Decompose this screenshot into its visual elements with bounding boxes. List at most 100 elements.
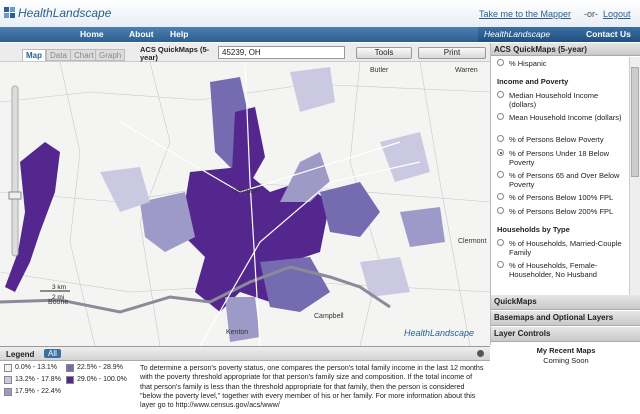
radio-button[interactable] [497, 207, 504, 214]
legend-ranges: 0.0% - 13.1% 13.2% - 17.8% 17.9% - 22.4% 22… [0, 362, 130, 414]
option-label: % of Persons Under 18 Below Poverty [509, 149, 610, 167]
option-label: % of Persons 65 and Over Below Poverty [509, 171, 620, 189]
nav-item[interactable]: About [129, 29, 154, 39]
search-input[interactable]: 45239, OH [218, 46, 345, 59]
view-tab[interactable]: Map [22, 49, 46, 61]
panel-title: ACS QuickMaps (5-year) [494, 45, 587, 54]
region [5, 142, 60, 292]
radio-button[interactable] [497, 261, 504, 268]
view-tab[interactable]: Data [46, 49, 71, 61]
radio-option[interactable]: % of Persons 65 and Over Below Poverty [497, 171, 625, 189]
region [100, 167, 150, 212]
nav-brand-bg [478, 27, 640, 42]
desc-header [130, 347, 490, 361]
mapper-link[interactable]: Take me to the Mapper [479, 9, 572, 19]
legend-range-label: 29.0% - 100.0% [77, 376, 127, 383]
logout-link[interactable]: Logout [603, 9, 631, 19]
legend-swatch [4, 376, 12, 384]
logo[interactable]: HealthLandscape [18, 6, 112, 20]
place-label: Clermont [458, 238, 486, 245]
section-heading: Households by Type [497, 225, 570, 234]
radio-option[interactable]: % of Persons Below 200% FPL [497, 207, 625, 216]
toolbar-button[interactable]: Tools [356, 47, 412, 59]
radio-option[interactable]: % of Persons Under 18 Below Poverty [497, 149, 625, 167]
place-label: Boone [48, 299, 68, 306]
nav-item[interactable]: Help [170, 29, 189, 39]
river [0, 265, 391, 314]
legend-range-label: 0.0% - 13.1% [15, 364, 58, 371]
option-label: % Hispanic [509, 59, 547, 68]
accordion-title: QuickMaps [494, 297, 537, 306]
accordion-header[interactable]: Basemaps and Optional Layers [491, 311, 640, 326]
region [320, 182, 380, 237]
toolbar: ACS QuickMaps (5-year) 45239, OH Map Data… [0, 43, 490, 62]
nav-contact[interactable]: Contact Us [586, 29, 631, 39]
toolbar-title: ACS QuickMaps (5-year) [140, 45, 210, 62]
roads [119, 62, 421, 346]
region [140, 192, 195, 252]
map[interactable]: Butler Warren Hamilton Clermont Boone Kenton C… [0, 62, 490, 346]
scroll-thumb[interactable] [631, 67, 639, 177]
side-panel: ACS QuickMaps (5-year) % Hispanic Income … [490, 43, 640, 365]
toolbar-button[interactable]: Print [418, 47, 486, 59]
nav-bar: HealthLandscape Contact Us Home About Help [0, 27, 640, 42]
legend-swatch [66, 364, 74, 372]
legend-swatch [4, 364, 12, 372]
region [360, 257, 410, 297]
region [225, 297, 260, 342]
radio-option[interactable]: % of Persons Below 100% FPL [497, 193, 625, 202]
radio-button[interactable] [497, 239, 504, 246]
place-label: Warren [455, 67, 478, 74]
legend-swatch [4, 388, 12, 396]
zoom-slider[interactable] [8, 85, 22, 257]
accordion-title: Basemaps and Optional Layers [494, 313, 614, 322]
accordion-title: Layer Controls [494, 329, 551, 338]
region [280, 152, 330, 202]
place-label: Kenton [226, 329, 248, 336]
option-label: % of Persons Below Poverty [509, 135, 604, 144]
radio-option[interactable]: % of Households, Married-Couple Family [497, 239, 625, 257]
view-tab[interactable]: Chart [70, 49, 98, 61]
option-label: % of Persons Below 100% FPL [509, 193, 614, 202]
radio-option[interactable]: Median Household Income (dollars) [497, 91, 625, 109]
radio-option[interactable]: Mean Household Income (dollars) [497, 113, 625, 122]
scale-label: 2 mi [52, 294, 64, 301]
nav-item[interactable]: Home [80, 29, 104, 39]
region [400, 207, 445, 247]
accordion-header[interactable]: QuickMaps [491, 295, 640, 310]
logo-icon [4, 7, 15, 18]
accordion-header[interactable]: Layer Controls [491, 327, 640, 342]
radio-button[interactable] [497, 113, 504, 120]
radio-button[interactable] [497, 193, 504, 200]
view-tab[interactable]: Graph [95, 49, 126, 61]
radio-option[interactable]: % of Persons Below Poverty [497, 135, 625, 144]
legend-range-label: 13.2% - 17.8% [15, 376, 61, 383]
option-list: % Hispanic Income and Poverty Median House… [491, 57, 629, 295]
header: HealthLandscape Take me to the Mapper -o… [0, 0, 640, 27]
legend-title: Legend [6, 350, 35, 359]
radio-button[interactable] [497, 171, 504, 178]
radio-button[interactable] [497, 59, 504, 66]
radio-option[interactable]: % of Households, Female-Householder, No … [497, 261, 625, 279]
radio-button[interactable] [497, 149, 504, 156]
radio-button[interactable] [497, 91, 504, 98]
watermark: HealthLandscape [404, 328, 474, 338]
nav-brand: HealthLandscape [484, 29, 551, 39]
option-label: % of Households, Married-Couple Family [509, 239, 622, 257]
recent-status: Coming Soon [543, 356, 589, 365]
recent-title: My Recent Maps [536, 346, 596, 355]
collapse-icon[interactable] [477, 350, 484, 357]
place-label: Butler [370, 67, 389, 74]
option-label: Median Household Income (dollars) [509, 91, 599, 109]
radio-button[interactable] [497, 135, 504, 142]
legend: Legend All 0.0% - 13.1% 13.2% - 17.8% 17.9… [0, 346, 490, 414]
scrollbar[interactable] [629, 57, 640, 295]
legend-swatch [66, 376, 74, 384]
radio-option[interactable]: % Hispanic [497, 59, 625, 68]
option-label: % of Persons Below 200% FPL [509, 207, 614, 216]
option-label: % of Households, Female-Householder, No … [509, 261, 598, 279]
legend-range-label: 22.5% - 28.9% [77, 364, 123, 371]
place-label: Hamilton [232, 188, 260, 195]
legend-all-button[interactable]: All [44, 349, 61, 358]
